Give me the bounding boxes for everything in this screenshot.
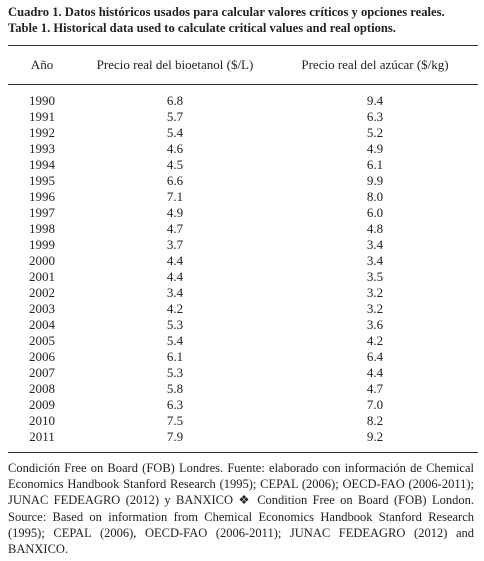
year-cell: 2008 [29,381,55,396]
year-cell: 1998 [29,221,55,236]
value-cell: 6.3 [366,109,384,124]
year-cell: 1995 [29,173,55,188]
year-cell: 1992 [29,125,55,140]
column-header: Año [30,57,54,72]
year-cell: 1991 [29,109,55,124]
value-cell: 6.4 [366,349,384,364]
value-cell: 4.9 [166,205,184,220]
value-cell: 6.0 [366,205,384,220]
year-cell: 2004 [29,317,55,332]
year-cell: 1997 [29,205,55,220]
bottom-rule [8,452,478,453]
value-cell: 8.2 [366,413,384,428]
year-cell: 2010 [29,413,55,428]
value-cell: 8.0 [366,189,384,204]
value-cell: 4.4 [366,365,384,380]
value-cell: 4.5 [166,157,184,172]
value-cell: 4.8 [366,221,384,236]
year-cell: 2007 [29,365,55,380]
footnote: Condición Free on Board (FOB) Londres. F… [8,461,474,557]
value-cell: 5.7 [166,109,184,124]
top-rule [8,45,478,46]
value-cell: 3.4 [366,253,384,268]
value-cell: 4.2 [366,333,384,348]
value-cell: 7.5 [166,413,184,428]
value-cell: 4.9 [366,141,384,156]
header-rule [8,84,478,85]
value-cell: 9.9 [366,173,384,188]
value-cell: 3.2 [366,285,384,300]
value-cell: 4.7 [366,381,384,396]
value-cell: 6.6 [166,173,184,188]
year-cell: 1994 [29,157,55,172]
value-cell: 9.2 [366,429,384,444]
value-cell: 5.2 [366,125,384,140]
year-cell: 2009 [29,397,55,412]
year-cell: 2006 [29,349,55,364]
value-cell: 3.6 [366,317,384,332]
value-cell: 6.8 [166,93,184,108]
value-cell: 5.3 [166,317,184,332]
value-cell: 3.5 [366,269,384,284]
value-cell: 5.3 [166,365,184,380]
year-cell: 2011 [29,429,55,444]
value-cell: 3.4 [366,237,384,252]
value-cell: 5.8 [166,381,184,396]
column-header: Precio real del bioetanol ($/L) [96,57,254,72]
value-cell: 4.4 [166,253,184,268]
value-cell: 7.1 [166,189,184,204]
value-cell: 4.6 [166,141,184,156]
value-cell: 7.0 [366,397,384,412]
value-cell: 3.7 [166,237,184,252]
year-cell: 1999 [29,237,55,252]
year-cell: 2001 [29,269,55,284]
value-cell: 4.4 [166,269,184,284]
value-cell: 4.7 [166,221,184,236]
value-cell: 5.4 [166,333,184,348]
year-cell: 1996 [29,189,55,204]
value-cell: 6.3 [166,397,184,412]
year-cell: 1993 [29,141,55,156]
value-cell: 3.4 [166,285,184,300]
value-cell: 4.2 [166,301,184,316]
table-subtitle: Table 1. Historical data used to calcula… [8,21,396,35]
value-cell: 7.9 [166,429,184,444]
year-cell: 2003 [29,301,55,316]
value-cell: 6.1 [166,349,184,364]
value-cell: 9.4 [366,93,384,108]
value-cell: 6.1 [366,157,384,172]
column-header: Precio real del azúcar ($/kg) [301,57,449,72]
value-cell: 5.4 [166,125,184,140]
table-title: Cuadro 1. Datos históricos usados para c… [8,5,445,19]
year-cell: 2002 [29,285,55,300]
year-cell: 2005 [29,333,55,348]
year-cell: 1990 [29,93,55,108]
year-cell: 2000 [29,253,55,268]
value-cell: 3.2 [366,301,384,316]
